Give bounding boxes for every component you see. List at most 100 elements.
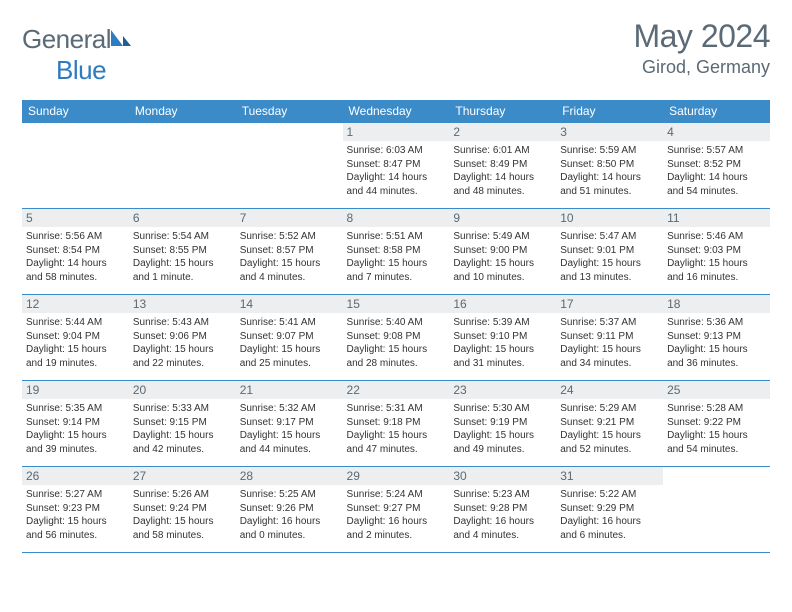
day-details: Sunrise: 5:37 AMSunset: 9:11 PMDaylight:… <box>560 316 659 370</box>
calendar-cell: 24Sunrise: 5:29 AMSunset: 9:21 PMDayligh… <box>556 381 663 467</box>
day-details: Sunrise: 5:36 AMSunset: 9:13 PMDaylight:… <box>667 316 766 370</box>
calendar-cell: 30 Sunrise: 5:23 AMSunset: 9:28 PMDayligh… <box>449 467 556 553</box>
calendar-cell: 6 Sunrise: 5:54 AMSunset: 8:55 PMDaylight… <box>129 209 236 295</box>
day-number: 2 <box>449 123 556 141</box>
day-number: 24 <box>556 381 663 399</box>
calendar-cell: 2 Sunrise: 6:01 AMSunset: 8:49 PMDaylight… <box>449 123 556 209</box>
calendar-cell: 8Sunrise: 5:51 AMSunset: 8:58 PMDaylight… <box>343 209 450 295</box>
weekday-header: Friday <box>556 100 663 123</box>
calendar-row: 5 Sunrise: 5:56 AMSunset: 8:54 PMDaylight… <box>22 209 770 295</box>
calendar-cell: 27Sunrise: 5:26 AMSunset: 9:24 PMDayligh… <box>129 467 236 553</box>
calendar-cell: 25Sunrise: 5:28 AMSunset: 9:22 PMDayligh… <box>663 381 770 467</box>
calendar-cell: 12 Sunrise: 5:44 AMSunset: 9:04 PMDayligh… <box>22 295 129 381</box>
calendar-cell: 5 Sunrise: 5:56 AMSunset: 8:54 PMDaylight… <box>22 209 129 295</box>
day-number: 19 <box>22 381 129 399</box>
logo: General Blue <box>22 24 131 86</box>
calendar-cell: 31Sunrise: 5:22 AMSunset: 9:29 PMDayligh… <box>556 467 663 553</box>
day-number: 6 <box>129 209 236 227</box>
calendar-cell: 22Sunrise: 5:31 AMSunset: 9:18 PMDayligh… <box>343 381 450 467</box>
day-details: Sunrise: 5:25 AMSunset: 9:26 PMDaylight:… <box>240 488 339 542</box>
calendar-row: 1Sunrise: 6:03 AMSunset: 8:47 PMDaylight… <box>22 123 770 209</box>
calendar-page: General Blue May 2024 Girod, Germany Sun… <box>0 0 792 563</box>
day-number: 4 <box>663 123 770 141</box>
day-details: Sunrise: 5:33 AMSunset: 9:15 PMDaylight:… <box>133 402 232 456</box>
location-label: Girod, Germany <box>633 57 770 78</box>
day-details: Sunrise: 5:46 AMSunset: 9:03 PMDaylight:… <box>667 230 766 284</box>
day-details: Sunrise: 5:31 AMSunset: 9:18 PMDaylight:… <box>347 402 446 456</box>
calendar-cell: 7 Sunrise: 5:52 AMSunset: 8:57 PMDaylight… <box>236 209 343 295</box>
day-details: Sunrise: 5:49 AMSunset: 9:00 PMDaylight:… <box>453 230 552 284</box>
calendar-cell <box>236 123 343 209</box>
calendar-cell: 21Sunrise: 5:32 AMSunset: 9:17 PMDayligh… <box>236 381 343 467</box>
day-details: Sunrise: 5:56 AMSunset: 8:54 PMDaylight:… <box>26 230 125 284</box>
day-number: 21 <box>236 381 343 399</box>
day-number: 31 <box>556 467 663 485</box>
calendar-cell: 17 Sunrise: 5:37 AMSunset: 9:11 PMDayligh… <box>556 295 663 381</box>
calendar-cell <box>129 123 236 209</box>
day-details: Sunrise: 5:59 AMSunset: 8:50 PMDaylight:… <box>560 144 659 198</box>
day-number: 17 <box>556 295 663 313</box>
calendar-cell: 20 Sunrise: 5:33 AMSunset: 9:15 PMDayligh… <box>129 381 236 467</box>
title-block: May 2024 Girod, Germany <box>633 18 770 78</box>
day-number: 16 <box>449 295 556 313</box>
day-details: Sunrise: 5:23 AMSunset: 9:28 PMDaylight:… <box>453 488 552 542</box>
day-details: Sunrise: 5:26 AMSunset: 9:24 PMDaylight:… <box>133 488 232 542</box>
day-number: 26 <box>22 467 129 485</box>
weekday-header: Wednesday <box>343 100 450 123</box>
calendar-cell: 14Sunrise: 5:41 AMSunset: 9:07 PMDayligh… <box>236 295 343 381</box>
weekday-header: Monday <box>129 100 236 123</box>
day-number: 30 <box>449 467 556 485</box>
calendar-cell: 9 Sunrise: 5:49 AMSunset: 9:00 PMDaylight… <box>449 209 556 295</box>
calendar-head: SundayMondayTuesdayWednesdayThursdayFrid… <box>22 100 770 123</box>
calendar-row: 26Sunrise: 5:27 AMSunset: 9:23 PMDayligh… <box>22 467 770 553</box>
day-details: Sunrise: 5:52 AMSunset: 8:57 PMDaylight:… <box>240 230 339 284</box>
calendar-cell: 4Sunrise: 5:57 AMSunset: 8:52 PMDaylight… <box>663 123 770 209</box>
day-number: 25 <box>663 381 770 399</box>
day-number: 28 <box>236 467 343 485</box>
calendar-cell: 16 Sunrise: 5:39 AMSunset: 9:10 PMDayligh… <box>449 295 556 381</box>
day-details: Sunrise: 5:44 AMSunset: 9:04 PMDaylight:… <box>26 316 125 370</box>
day-number: 12 <box>22 295 129 313</box>
day-number: 9 <box>449 209 556 227</box>
day-number: 13 <box>129 295 236 313</box>
calendar-cell: 10Sunrise: 5:47 AMSunset: 9:01 PMDayligh… <box>556 209 663 295</box>
weekday-header: Tuesday <box>236 100 343 123</box>
day-number: 11 <box>663 209 770 227</box>
day-details: Sunrise: 6:03 AMSunset: 8:47 PMDaylight:… <box>347 144 446 198</box>
calendar-cell: 15Sunrise: 5:40 AMSunset: 9:08 PMDayligh… <box>343 295 450 381</box>
calendar-cell: 29Sunrise: 5:24 AMSunset: 9:27 PMDayligh… <box>343 467 450 553</box>
calendar-cell: 19 Sunrise: 5:35 AMSunset: 9:14 PMDayligh… <box>22 381 129 467</box>
day-details: Sunrise: 5:39 AMSunset: 9:10 PMDaylight:… <box>453 316 552 370</box>
day-number: 7 <box>236 209 343 227</box>
calendar-cell: 11 Sunrise: 5:46 AMSunset: 9:03 PMDayligh… <box>663 209 770 295</box>
page-title: May 2024 <box>633 18 770 55</box>
calendar-row: 12 Sunrise: 5:44 AMSunset: 9:04 PMDayligh… <box>22 295 770 381</box>
weekday-header: Sunday <box>22 100 129 123</box>
calendar-table: SundayMondayTuesdayWednesdayThursdayFrid… <box>22 100 770 553</box>
logo-part2: Blue <box>56 55 106 85</box>
calendar-cell <box>663 467 770 553</box>
calendar-body: 1Sunrise: 6:03 AMSunset: 8:47 PMDaylight… <box>22 123 770 553</box>
calendar-cell: 28 Sunrise: 5:25 AMSunset: 9:26 PMDayligh… <box>236 467 343 553</box>
day-number: 10 <box>556 209 663 227</box>
calendar-cell: 26Sunrise: 5:27 AMSunset: 9:23 PMDayligh… <box>22 467 129 553</box>
calendar-cell: 13Sunrise: 5:43 AMSunset: 9:06 PMDayligh… <box>129 295 236 381</box>
day-number: 18 <box>663 295 770 313</box>
header: General Blue May 2024 Girod, Germany <box>22 18 770 86</box>
calendar-cell: 3Sunrise: 5:59 AMSunset: 8:50 PMDaylight… <box>556 123 663 209</box>
day-details: Sunrise: 5:40 AMSunset: 9:08 PMDaylight:… <box>347 316 446 370</box>
weekday-row: SundayMondayTuesdayWednesdayThursdayFrid… <box>22 100 770 123</box>
weekday-header: Saturday <box>663 100 770 123</box>
day-details: Sunrise: 5:24 AMSunset: 9:27 PMDaylight:… <box>347 488 446 542</box>
day-details: Sunrise: 5:35 AMSunset: 9:14 PMDaylight:… <box>26 402 125 456</box>
calendar-row: 19 Sunrise: 5:35 AMSunset: 9:14 PMDayligh… <box>22 381 770 467</box>
day-number: 20 <box>129 381 236 399</box>
logo-text: General Blue <box>22 24 131 86</box>
day-number: 5 <box>22 209 129 227</box>
day-number: 23 <box>449 381 556 399</box>
logo-sail-icon <box>109 24 131 54</box>
day-details: Sunrise: 5:54 AMSunset: 8:55 PMDaylight:… <box>133 230 232 284</box>
calendar-cell: 23Sunrise: 5:30 AMSunset: 9:19 PMDayligh… <box>449 381 556 467</box>
day-details: Sunrise: 5:41 AMSunset: 9:07 PMDaylight:… <box>240 316 339 370</box>
day-details: Sunrise: 6:01 AMSunset: 8:49 PMDaylight:… <box>453 144 552 198</box>
